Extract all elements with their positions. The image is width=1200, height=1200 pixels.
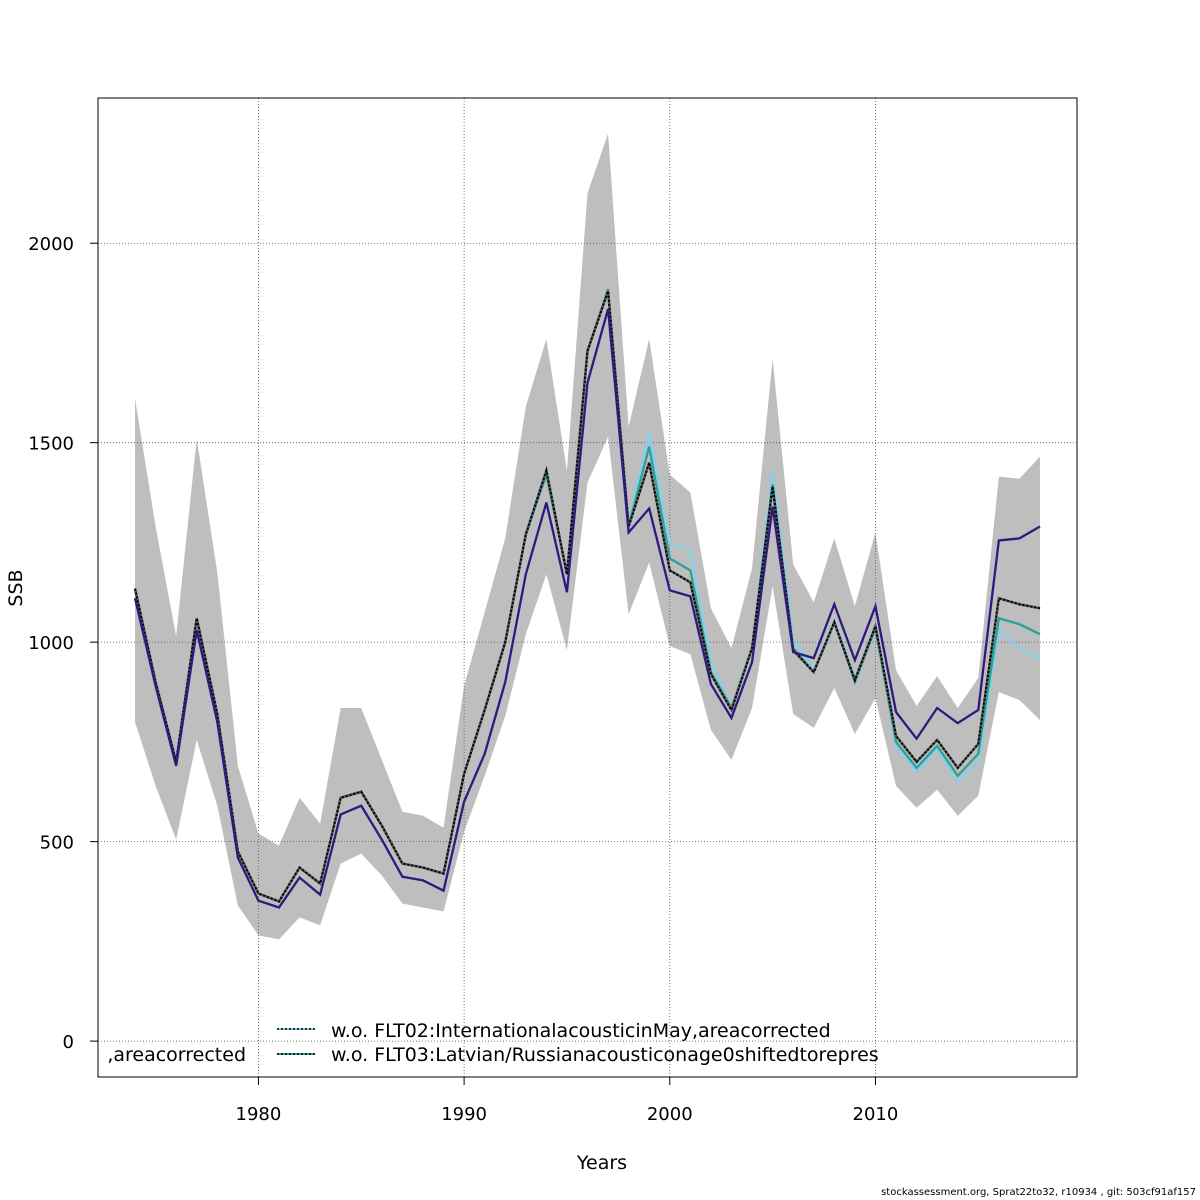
y-tick-label: 1500	[28, 434, 74, 455]
y-tick-label: 1000	[28, 633, 74, 654]
x-tick-label: 2000	[647, 1104, 693, 1125]
legend: ,areacorrected w.o. FLT02:Internationala…	[107, 1020, 878, 1066]
y-tick-label: 0	[63, 1032, 74, 1053]
x-axis-label: Years	[576, 1152, 627, 1174]
legend-label-flt03: w.o. FLT03:Latvian/Russianacousticonage0…	[331, 1044, 879, 1066]
confidence-band	[135, 133, 1040, 940]
confidence-band-area	[135, 133, 1040, 940]
x-tick-label: 1990	[441, 1104, 487, 1125]
y-tick-label: 500	[40, 833, 74, 854]
y-tick-label: 2000	[28, 234, 74, 255]
x-tick-label: 2010	[853, 1104, 899, 1125]
series-lines	[133, 288, 1041, 909]
plot-frame	[97, 97, 1078, 1078]
series-line-3	[133, 308, 1041, 909]
footer-credit: stockassessment.org, Sprat22to32, r10934…	[881, 1187, 1196, 1198]
legend-label-flt02: w.o. FLT02:InternationalacousticinMay,ar…	[331, 1020, 831, 1042]
x-tick-label: 1980	[236, 1104, 282, 1125]
series-line-base	[134, 290, 1041, 903]
legend-clipped-label: ,areacorrected	[107, 1044, 246, 1066]
y-axis-label: SSB	[5, 569, 27, 606]
axes: 1980 1990 2000 2010 0 500 1000 1500 2000	[28, 234, 898, 1125]
